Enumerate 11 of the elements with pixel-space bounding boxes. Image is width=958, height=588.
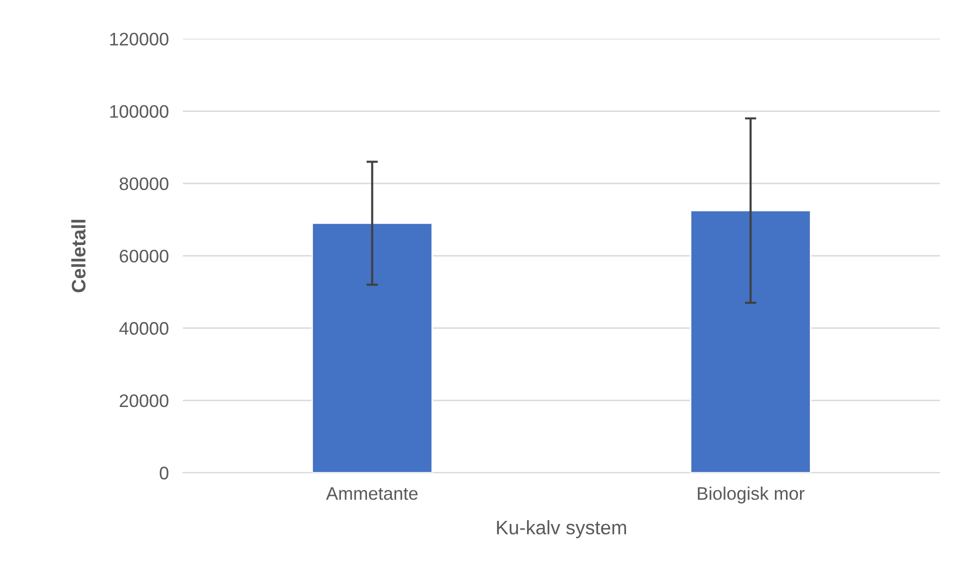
x-tick-label: Biologisk mor xyxy=(698,486,804,504)
y-tick-label: 40000 xyxy=(119,322,168,335)
y-tick-label: 60000 xyxy=(120,250,168,262)
x-tick-label: Ammetante xyxy=(326,487,418,500)
y-tick-label: 80000 xyxy=(120,177,168,190)
y-tick-label: 100000 xyxy=(110,105,168,118)
y-tick-label: 120000 xyxy=(110,32,168,46)
x-axis-title: Ku-kalv system xyxy=(497,520,626,538)
y-tick-label: 0 xyxy=(160,466,168,480)
y-axis-title: Celletall xyxy=(71,220,86,292)
y-tick-label: 20000 xyxy=(120,394,168,408)
